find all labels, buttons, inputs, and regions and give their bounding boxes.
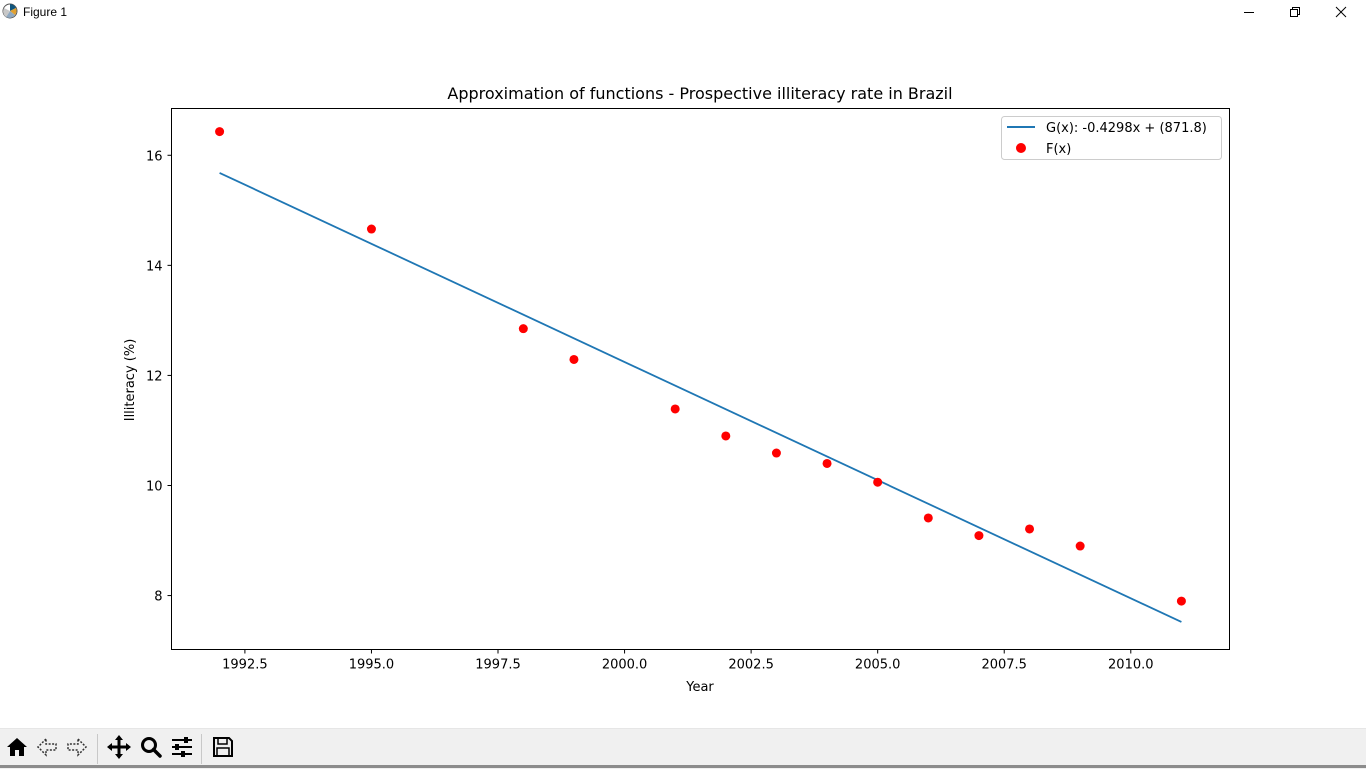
data-point bbox=[822, 458, 832, 468]
data-point bbox=[974, 531, 984, 541]
x-tick-label: 1992.5 bbox=[222, 658, 268, 673]
plot-area[interactable] bbox=[171, 108, 1230, 650]
window-title: Figure 1 bbox=[23, 5, 68, 19]
toolbar-separator bbox=[97, 734, 98, 764]
x-tick-label: 2000.0 bbox=[602, 658, 648, 673]
maximize-button[interactable] bbox=[1272, 0, 1318, 24]
zoom-magnifier-icon bbox=[139, 735, 163, 763]
window-titlebar: Figure 1 bbox=[0, 0, 1366, 24]
data-point bbox=[569, 354, 579, 364]
legend-box bbox=[1001, 116, 1222, 160]
data-point bbox=[721, 431, 731, 441]
back-button[interactable] bbox=[32, 734, 62, 764]
data-point bbox=[366, 224, 376, 234]
sliders-icon bbox=[170, 735, 194, 763]
data-point bbox=[873, 477, 883, 487]
data-point bbox=[923, 513, 933, 523]
chart-axes: 1992.5 1995.0 1997.5 2000.0 2002.5 2005.0 2007… bbox=[146, 149, 1154, 672]
legend: G(x): -0.4298x + (871.8) F(x) bbox=[1001, 116, 1222, 160]
close-icon bbox=[1335, 3, 1347, 22]
pan-button[interactable] bbox=[104, 734, 134, 764]
save-floppy-icon bbox=[211, 735, 235, 763]
data-point bbox=[1176, 596, 1186, 606]
minimize-button[interactable] bbox=[1226, 0, 1272, 24]
x-tick-label: 2010.0 bbox=[1108, 658, 1154, 673]
data-point bbox=[1025, 524, 1035, 534]
navigation-toolbar bbox=[0, 728, 1366, 769]
pan-move-icon bbox=[106, 734, 132, 764]
x-tick-label: 1997.5 bbox=[475, 658, 521, 673]
figure-canvas[interactable]: Approximation of functions - Prospective… bbox=[0, 24, 1366, 728]
home-icon bbox=[5, 735, 29, 763]
y-tick-label: 12 bbox=[146, 369, 163, 384]
forward-button[interactable] bbox=[62, 734, 92, 764]
legend-entry-scatter: F(x) bbox=[1046, 142, 1071, 157]
x-tick-label: 2005.0 bbox=[855, 658, 901, 673]
y-tick-label: 10 bbox=[146, 479, 163, 494]
data-point bbox=[518, 324, 528, 334]
close-button[interactable] bbox=[1318, 0, 1364, 24]
fit-line bbox=[219, 172, 1182, 623]
toolbar-separator bbox=[201, 734, 202, 764]
x-tick-label: 2002.5 bbox=[728, 658, 774, 673]
y-tick-label: 14 bbox=[146, 259, 163, 274]
window-bottom-edge bbox=[0, 765, 1366, 768]
restore-icon bbox=[1289, 3, 1301, 22]
data-point bbox=[215, 127, 225, 137]
legend-entry-line: G(x): -0.4298x + (871.8) bbox=[1046, 121, 1207, 136]
zoom-button[interactable] bbox=[136, 734, 166, 764]
legend-dot-swatch bbox=[1016, 143, 1026, 153]
y-tick-label: 16 bbox=[146, 149, 163, 164]
data-point bbox=[771, 448, 781, 458]
configure-subplots-button[interactable] bbox=[167, 734, 197, 764]
save-button[interactable] bbox=[208, 734, 238, 764]
data-point bbox=[1075, 541, 1085, 551]
home-button[interactable] bbox=[2, 734, 32, 764]
x-axis-label: Year bbox=[685, 680, 714, 695]
chart-title: Approximation of functions - Prospective… bbox=[447, 84, 952, 103]
x-tick-label: 2007.5 bbox=[981, 658, 1027, 673]
y-axis-label: Illiteracy (%) bbox=[123, 339, 138, 422]
y-tick-label: 8 bbox=[154, 590, 162, 605]
back-arrow-icon bbox=[35, 735, 59, 763]
data-point bbox=[670, 404, 680, 414]
chart-marks bbox=[215, 127, 1186, 623]
forward-arrow-icon bbox=[65, 735, 89, 763]
matplotlib-logo-icon bbox=[2, 3, 18, 19]
minimize-icon bbox=[1243, 3, 1255, 22]
x-tick-label: 1995.0 bbox=[349, 658, 395, 673]
